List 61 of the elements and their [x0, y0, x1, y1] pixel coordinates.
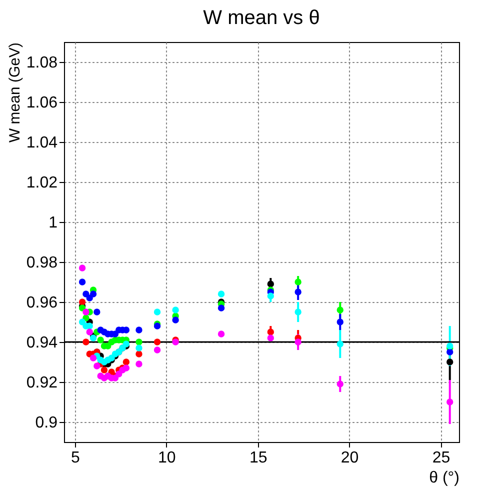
- point: [446, 358, 454, 366]
- point: [294, 278, 302, 286]
- y-axis-title: W mean (GeV): [6, 42, 24, 143]
- y-tick-label: 0.96: [26, 294, 58, 312]
- point: [82, 338, 90, 346]
- point: [94, 362, 100, 370]
- y-tick-label: 0.92: [26, 374, 58, 392]
- point: [336, 340, 344, 348]
- point: [218, 304, 225, 312]
- point: [154, 338, 161, 346]
- point: [82, 308, 90, 316]
- point: [294, 308, 302, 316]
- chart-title: W mean vs θ: [203, 7, 320, 29]
- point: [267, 328, 274, 336]
- y-tick-label: 0.98: [26, 254, 58, 272]
- point: [336, 380, 344, 388]
- point: [154, 346, 161, 354]
- x-axis-title: θ (°): [429, 470, 460, 486]
- point: [136, 350, 142, 358]
- point: [82, 290, 90, 298]
- x-tick-label: 10: [158, 450, 176, 466]
- point: [172, 306, 179, 314]
- point: [90, 290, 97, 298]
- point: [78, 264, 86, 272]
- point: [218, 330, 225, 338]
- point: [122, 358, 130, 366]
- point: [267, 280, 274, 288]
- y-tick-label: 1: [48, 214, 58, 232]
- point: [100, 366, 108, 374]
- point: [94, 308, 100, 316]
- y-tick-label: 1.04: [26, 134, 58, 152]
- point: [267, 334, 274, 342]
- point: [78, 298, 86, 306]
- point: [136, 360, 142, 368]
- point: [267, 292, 274, 300]
- point: [172, 316, 179, 324]
- point: [136, 338, 142, 346]
- point: [336, 318, 344, 326]
- point: [446, 398, 454, 406]
- y-tick-label: 1.06: [26, 94, 58, 112]
- y-tick-label: 1.02: [26, 174, 58, 192]
- point: [154, 308, 161, 316]
- point: [294, 288, 302, 296]
- point: [97, 336, 104, 344]
- point: [336, 306, 344, 314]
- x-tick-label: 20: [340, 450, 359, 466]
- point: [294, 338, 302, 346]
- y-tick-label: 0.9: [35, 414, 58, 432]
- point: [136, 326, 142, 334]
- point: [446, 348, 454, 356]
- x-tick-label: 25: [432, 450, 450, 466]
- point: [86, 328, 93, 336]
- x-tick-label: 15: [249, 450, 268, 466]
- point: [122, 364, 130, 372]
- x-tick-label: 5: [71, 450, 80, 466]
- y-tick-label: 0.94: [26, 334, 58, 352]
- point: [90, 354, 97, 362]
- point: [218, 290, 225, 298]
- point: [136, 344, 142, 352]
- y-tick-label: 1.08: [26, 54, 58, 72]
- point: [78, 278, 86, 286]
